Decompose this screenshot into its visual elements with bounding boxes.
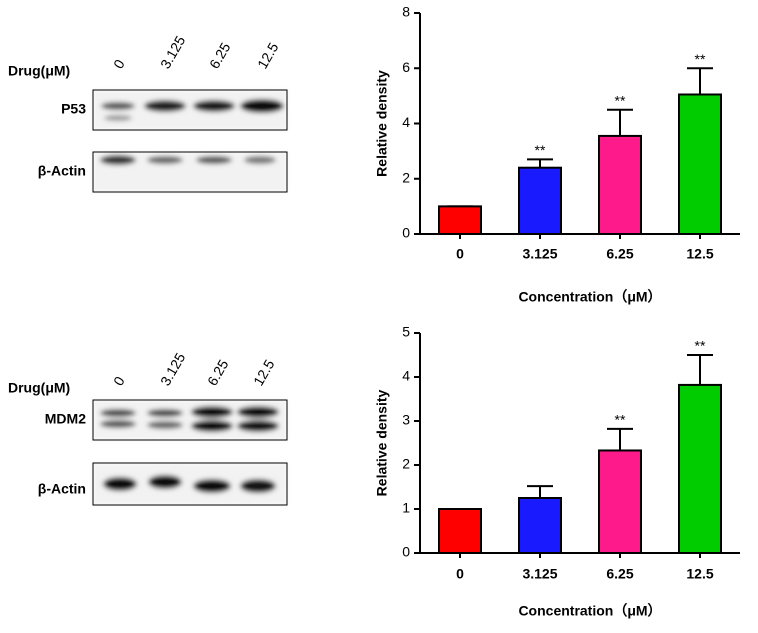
x-tick-label: 6.25 (606, 566, 633, 582)
lane-label: 12.5 (250, 357, 278, 389)
lane-label: 6.25 (206, 40, 234, 72)
bar (598, 134, 642, 235)
bar (598, 449, 642, 555)
x-axis-label: Concentration（μM） (518, 289, 661, 305)
y-tick-label: 0 (402, 225, 410, 241)
lane-label: 0 (110, 56, 128, 71)
y-tick-label: 1 (402, 500, 410, 516)
lane-label: 0 (110, 373, 128, 388)
y-tick-label: 8 (402, 4, 410, 20)
y-tick-label: 5 (402, 324, 410, 340)
y-tick-label: 2 (402, 456, 410, 472)
x-tick-label: 12.5 (686, 246, 713, 262)
lane-label: 6.25 (204, 357, 232, 389)
blot-images (93, 90, 287, 505)
significance: ** (535, 142, 546, 158)
y-tick-label: 4 (402, 368, 410, 384)
y-tick-label: 0 (402, 544, 410, 560)
bar (678, 93, 722, 236)
blot-header: Drug(μM) (8, 380, 70, 396)
lane-label: 3.125 (157, 350, 188, 389)
x-tick-label: 3.125 (522, 246, 557, 262)
row-label: β-Actin (38, 481, 86, 497)
x-tick-label: 12.5 (686, 566, 713, 582)
row-label: MDM2 (45, 411, 86, 427)
significance: ** (615, 92, 626, 108)
row-label: β-Actin (38, 163, 86, 179)
blot-frames (92, 89, 288, 506)
y-tick-label: 4 (402, 114, 410, 130)
significance: ** (615, 412, 626, 428)
x-tick-label: 3.125 (522, 566, 557, 582)
y-tick-label: 6 (402, 59, 410, 75)
significance: ** (695, 51, 706, 67)
y-axis-label: Relative density (374, 70, 390, 177)
significance: ** (695, 338, 706, 354)
y-tick-label: 3 (402, 412, 410, 428)
x-tick-label: 0 (456, 566, 464, 582)
bar (678, 383, 722, 555)
y-tick-label: 2 (402, 169, 410, 185)
x-tick-label: 0 (456, 246, 464, 262)
x-axis-label: Concentration（μM） (518, 603, 661, 619)
bar (518, 497, 562, 554)
row-label: P53 (61, 101, 86, 117)
bar (438, 508, 482, 554)
blot-header: Drug(μM) (8, 63, 70, 79)
lane-label: 3.125 (157, 33, 188, 72)
bar (518, 166, 562, 235)
lane-label: 12.5 (254, 40, 282, 72)
y-axis-label: Relative density (374, 389, 390, 496)
x-tick-label: 6.25 (606, 246, 633, 262)
bar (438, 205, 482, 235)
